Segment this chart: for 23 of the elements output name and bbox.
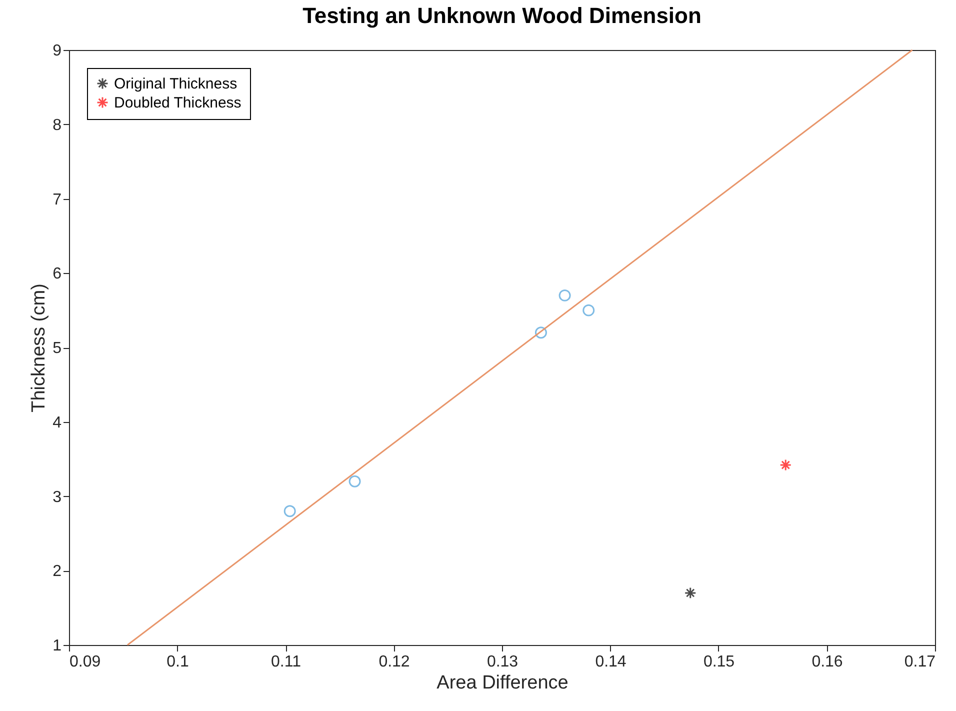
x-tick-label: 0.16	[812, 654, 843, 670]
x-tick-label: 0.09	[70, 654, 101, 670]
y-axis-title: Thickness (cm)	[28, 284, 50, 412]
y-tick-label: 6	[52, 266, 62, 283]
legend-label: Doubled Thickness	[114, 94, 242, 112]
legend-label: Original Thickness	[114, 76, 238, 92]
y-tick-label: 7	[52, 191, 62, 208]
x-axis-title: Area Difference	[436, 672, 568, 694]
y-tick-label: 5	[52, 340, 62, 357]
y-tick-label: 3	[52, 488, 62, 506]
chart-title: Testing an Unknown Wood Dimension	[302, 3, 702, 28]
x-tick-label: 0.1	[166, 654, 189, 670]
x-tick-label: 0.14	[595, 654, 626, 670]
y-tick-label: 9	[52, 42, 62, 60]
x-tick-label: 0.15	[703, 654, 735, 670]
y-tick-label: 8	[52, 116, 62, 134]
y-tick-label: 4	[52, 414, 62, 432]
y-tick-label: 1	[52, 638, 62, 654]
y-tick-label: 2	[52, 563, 62, 580]
x-tick-label: 0.17	[904, 654, 936, 670]
x-tick-label: 0.13	[486, 654, 518, 670]
x-tick-label: 0.12	[378, 654, 410, 670]
x-tick-label: 0.11	[271, 654, 302, 670]
